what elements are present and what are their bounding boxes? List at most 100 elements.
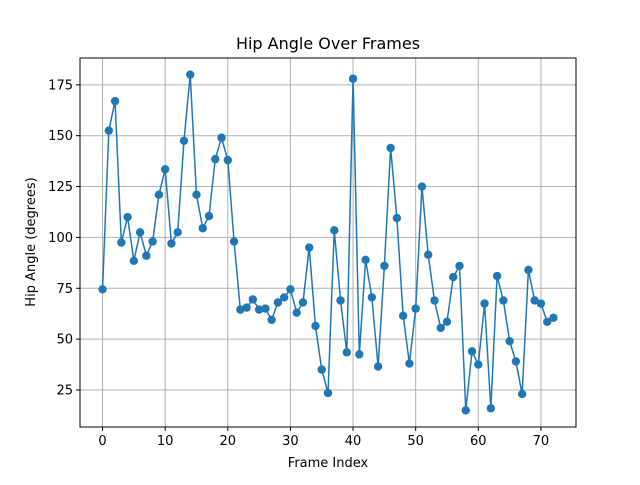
y-tick-label: 100 [48, 231, 73, 246]
y-tick: 25 [56, 383, 80, 398]
data-point [386, 143, 395, 153]
data-point [461, 406, 470, 415]
data-point [223, 155, 232, 165]
data-point [167, 239, 176, 248]
x-tick: 40 [345, 427, 362, 449]
data-point [192, 190, 201, 199]
data-point [254, 305, 264, 314]
data-point [355, 350, 364, 359]
data-point [117, 238, 126, 247]
data-point [517, 389, 527, 399]
y-tick: 125 [48, 180, 80, 195]
data-point [248, 295, 258, 304]
y-tick-label: 25 [56, 383, 73, 398]
data-point [392, 213, 402, 223]
data-point [330, 226, 339, 235]
x-tick: 20 [220, 427, 237, 449]
data-point [186, 70, 195, 79]
data-point [405, 359, 414, 368]
axes-frame [79, 57, 577, 428]
data-point [173, 228, 182, 237]
data-point [317, 365, 326, 374]
y-axis-ticks: 25 50 75 100 125 150 175 [48, 78, 80, 398]
x-tick-label: 50 [407, 434, 424, 449]
data-point [424, 250, 433, 259]
x-tick: 60 [470, 427, 487, 449]
x-axis-label: Frame Index [288, 456, 369, 471]
data-point [367, 293, 377, 302]
data-point [373, 362, 383, 371]
x-tick: 70 [533, 427, 549, 449]
data-point [129, 256, 139, 266]
data-point [536, 299, 546, 308]
data-point [430, 296, 439, 305]
data-point [486, 404, 496, 413]
y-tick-label: 125 [48, 180, 73, 195]
data-point [361, 255, 370, 264]
data-point [204, 211, 214, 221]
x-tick-label: 10 [157, 434, 174, 449]
x-tick-label: 60 [470, 434, 487, 449]
data-point [467, 347, 477, 356]
data-point [311, 321, 320, 331]
data-point [211, 154, 220, 164]
data-point [292, 308, 301, 317]
data-point [142, 251, 151, 260]
data-point [442, 317, 452, 327]
data-point [492, 271, 502, 281]
x-tick: 10 [157, 427, 174, 449]
data-point [411, 304, 420, 313]
y-tick: 75 [56, 282, 80, 297]
data-point [505, 336, 514, 346]
data-point [336, 296, 345, 305]
x-axis-ticks: 0 10 20 30 40 50 60 70 [98, 427, 549, 449]
data-point [530, 296, 539, 305]
x-tick: 50 [407, 427, 424, 449]
data-point [398, 311, 408, 320]
y-tick-label: 50 [56, 333, 73, 348]
x-tick-label: 30 [282, 434, 299, 449]
y-tick: 100 [48, 231, 80, 246]
data-point [449, 272, 458, 282]
data-point [542, 317, 552, 327]
data-point [148, 237, 157, 246]
data-point [242, 303, 251, 312]
data-point [98, 285, 107, 294]
data-point [417, 182, 427, 191]
data-point [273, 298, 283, 307]
data-point [179, 136, 189, 145]
data-point [305, 243, 314, 252]
data-point [499, 296, 508, 305]
x-tick-label: 0 [98, 434, 106, 449]
data-point [110, 96, 120, 106]
y-tick: 50 [56, 333, 80, 348]
data-point [279, 293, 289, 302]
data-point [455, 261, 464, 271]
data-point [436, 323, 445, 333]
data-point [229, 237, 239, 246]
y-tick-label: 175 [48, 78, 73, 93]
data-point [342, 348, 351, 357]
data-point [480, 299, 489, 308]
data-point [217, 133, 226, 142]
x-tick: 0 [98, 427, 107, 449]
chart-title: Hip Angle Over Frames [236, 34, 420, 53]
y-tick: 175 [48, 78, 80, 93]
x-tick-label: 40 [345, 434, 362, 449]
data-point [267, 315, 276, 324]
data-point [160, 165, 170, 174]
data-point [261, 304, 270, 313]
y-tick-label: 75 [56, 282, 73, 297]
data-point [154, 190, 164, 199]
data-point [474, 360, 483, 369]
data-point [348, 74, 358, 83]
y-tick: 150 [48, 129, 80, 144]
grid-lines [80, 58, 576, 427]
y-axis-label: Hip Angle (degrees) [24, 177, 39, 306]
x-tick-label: 20 [220, 434, 237, 449]
data-point [549, 313, 558, 322]
data-point [323, 388, 333, 398]
y-tick-label: 150 [48, 129, 73, 144]
